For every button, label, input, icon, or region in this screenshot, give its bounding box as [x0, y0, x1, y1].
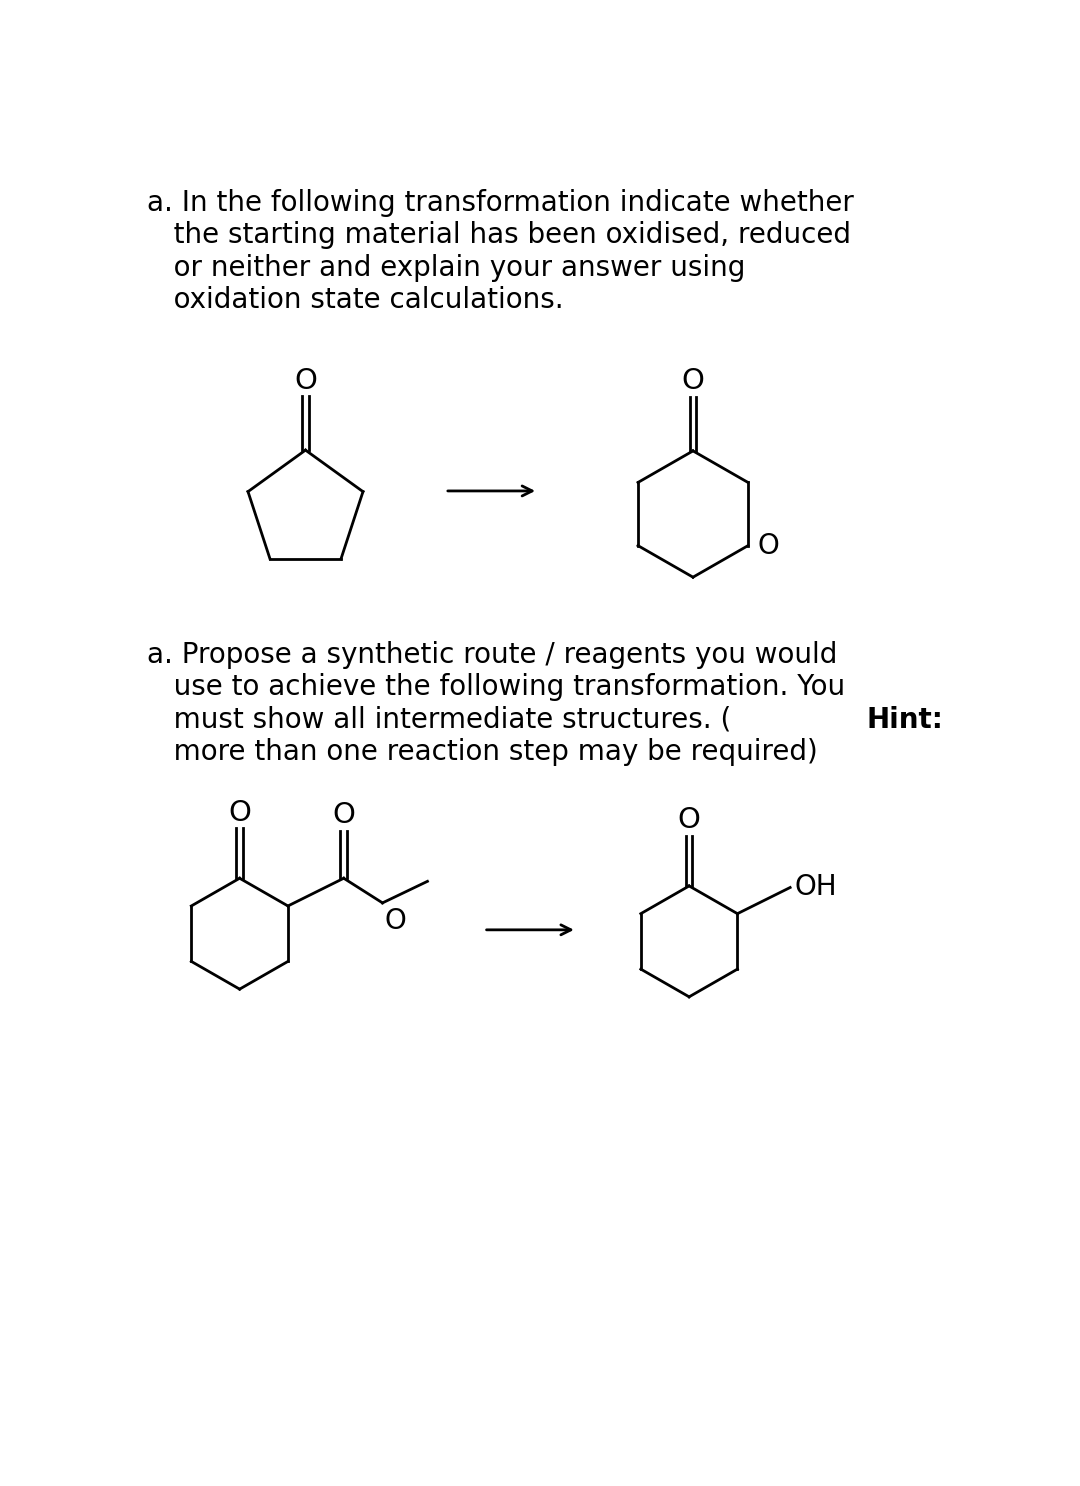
Text: O: O: [294, 367, 316, 395]
Text: or neither and explain your answer using: or neither and explain your answer using: [147, 254, 745, 282]
Text: use to achieve the following transformation. You: use to achieve the following transformat…: [147, 673, 845, 701]
Text: O: O: [677, 807, 701, 834]
Text: a. In the following transformation indicate whether: a. In the following transformation indic…: [147, 189, 853, 217]
Text: oxidation state calculations.: oxidation state calculations.: [147, 287, 564, 314]
Text: a. Propose a synthetic route / reagents you would: a. Propose a synthetic route / reagents …: [147, 640, 837, 669]
Text: O: O: [757, 532, 779, 560]
Text: OH: OH: [794, 874, 837, 902]
Text: O: O: [228, 798, 251, 826]
Text: the starting material has been oxidised, reduced: the starting material has been oxidised,…: [147, 221, 851, 250]
Text: more than one reaction step may be required): more than one reaction step may be requi…: [147, 739, 818, 767]
Text: O: O: [384, 906, 406, 935]
Text: must show all intermediate structures. (: must show all intermediate structures. (: [147, 706, 731, 734]
Text: O: O: [333, 801, 355, 829]
Text: O: O: [681, 367, 704, 395]
Text: Hint:: Hint:: [866, 706, 943, 734]
